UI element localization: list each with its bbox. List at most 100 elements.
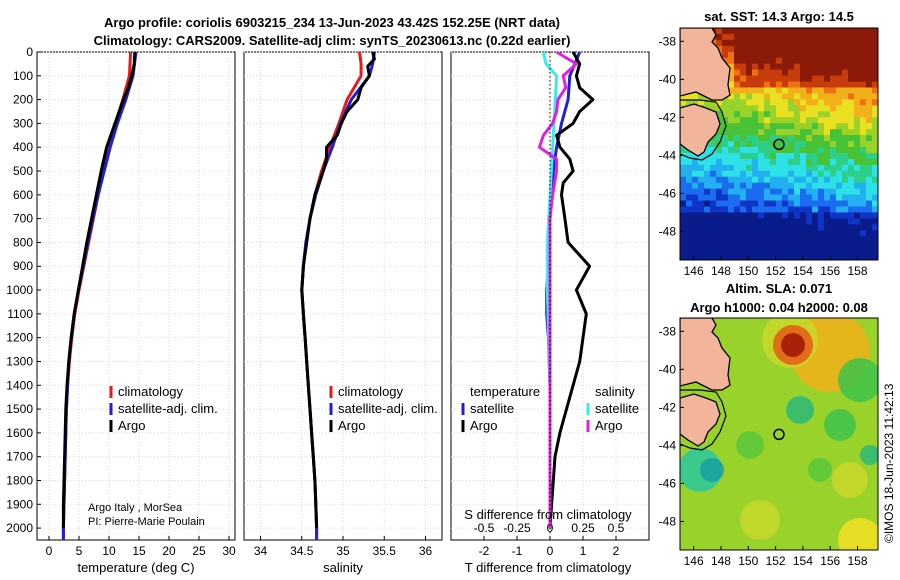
sst-cell [842,51,849,59]
sst-cell [794,242,801,249]
y-tick-label: 100 [13,69,33,83]
sst-cell [806,105,813,112]
sst-cell [854,69,861,77]
sst-cell [782,69,789,77]
sst-cell [806,81,813,89]
sst-cell [836,248,843,255]
sst-cell [782,176,789,184]
sst-cell [746,164,753,172]
sst-cell [722,141,729,148]
sst-cell [800,224,807,231]
sst-cell [716,218,723,225]
sst-cell [830,188,837,196]
sst-cell [800,206,807,214]
sst-cell [680,182,687,190]
y-tick-label: 1200 [6,331,33,345]
sst-cell [806,200,813,208]
sst-cell [836,236,843,243]
sst-cell [746,81,753,89]
sst-cell [734,236,741,243]
legend-sal-argo-label: Argo [595,418,622,433]
sst-cell [854,200,861,208]
sst-cell [704,188,711,196]
sst-cell [836,164,843,172]
sst-cell [710,218,717,225]
sst-cell [842,141,849,148]
sst-cell [716,33,723,41]
sst-cell [806,218,813,225]
sst-cell [848,230,855,237]
sst-cell [812,111,819,118]
sst-cell [764,146,771,154]
sst-cell [770,93,777,100]
sst-cell [758,176,765,184]
sst-cell [734,212,741,219]
sst-cell [728,33,735,41]
salinity-xlabel: salinity [323,560,363,575]
sst-cell [740,200,747,208]
sst-cell [854,212,861,219]
sst-cell [872,164,878,172]
sst-cell [692,200,699,208]
sst-cell [818,117,825,124]
sst-cell [746,230,753,237]
sst-cell [818,158,825,166]
sst-cell [776,236,783,243]
sst-cell [866,33,873,41]
sst-cell [698,218,705,225]
sst-cell [728,248,735,255]
sst-cell [848,117,855,124]
sla-anomaly-blob [808,458,832,482]
sst-cell [782,57,789,65]
sst-cell [758,236,765,243]
sst-cell [866,212,873,219]
sst-cell [830,176,837,184]
sst-cell [722,206,729,214]
sst-cell [698,212,705,219]
sst-cell [728,93,735,100]
sst-cell [854,129,861,136]
x-tick-label: 35 [336,544,350,558]
sst-cell [788,123,795,130]
sst-cell [788,236,795,243]
sst-cell [782,81,789,89]
sst-cell [860,57,867,65]
sst-cell [800,57,807,65]
sst-cell [842,87,849,95]
sst-cell [776,152,783,160]
sst-cell [764,182,771,190]
sst-cell [764,81,771,89]
sst-cell [782,152,789,160]
series-line-argo [300,51,376,529]
sst-cell [824,146,831,154]
sst-cell [728,135,735,142]
sst-cell [866,81,873,89]
sst-cell [686,206,693,214]
sst-cell [836,135,843,142]
sst-cell [860,63,867,71]
sst-cell [860,28,867,35]
sst-cell [866,57,873,65]
sst-cell [746,188,753,196]
y-tick-label: 400 [13,140,33,154]
sst-cell [758,81,765,89]
sst-cell [800,75,807,83]
sst-cell [854,176,861,184]
sst-cell [740,224,747,231]
sst-cell [746,206,753,214]
sst-cell [758,57,765,65]
sst-cell [824,188,831,196]
sst-cell [758,93,765,100]
sst-cell [698,93,705,100]
sst-cell [728,57,735,65]
y-tick-label: 700 [13,212,33,226]
sst-cell [758,212,765,219]
sst-cell [848,69,855,77]
sst-cell [872,200,878,208]
sst-cell [704,176,711,184]
sst-cell [734,176,741,184]
sst-cell [854,93,861,100]
sst-cell [866,63,873,71]
sst-cell [740,218,747,225]
sst-cell [764,194,771,202]
